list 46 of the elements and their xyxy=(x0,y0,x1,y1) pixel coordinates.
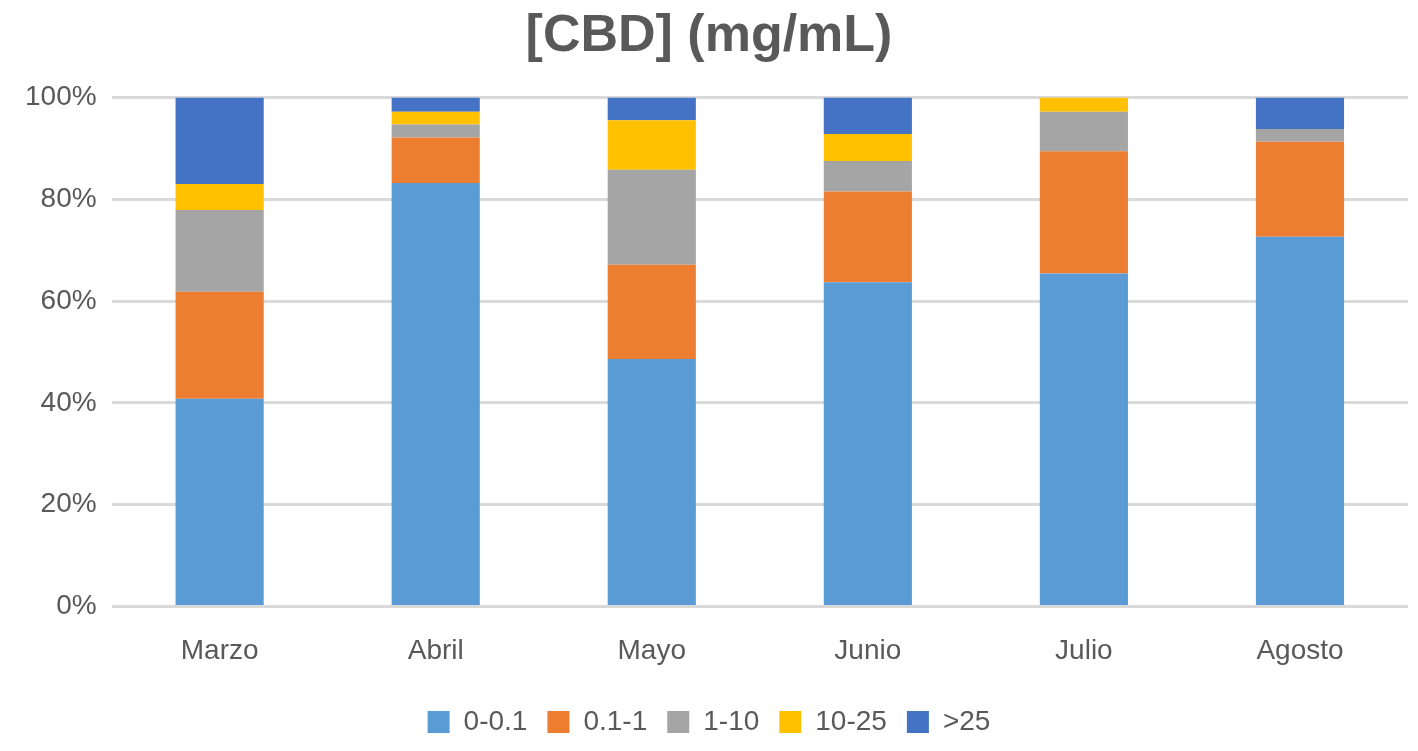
x-tick-label: Abril xyxy=(407,633,464,665)
x-tick-label: Marzo xyxy=(180,633,259,665)
bar xyxy=(1039,111,1128,152)
bar xyxy=(391,111,480,125)
bar xyxy=(823,134,912,162)
y-tick-label: 0% xyxy=(56,589,97,621)
x-tick-label: Mayo xyxy=(617,633,687,665)
bar xyxy=(607,359,696,605)
legend-label: 1-10 xyxy=(703,704,760,736)
x-tick-label: Junio xyxy=(834,633,902,665)
y-tick-label: 80% xyxy=(40,181,97,213)
bar xyxy=(391,182,480,605)
y-tick-label: 20% xyxy=(40,487,97,519)
bar xyxy=(823,161,912,192)
bar xyxy=(175,183,264,210)
x-tick-label: Julio xyxy=(1055,633,1113,665)
y-tick-label: 100% xyxy=(24,80,97,112)
legend-label: 10-25 xyxy=(815,704,887,736)
bar xyxy=(607,264,696,360)
legend-label: 0.1-1 xyxy=(583,704,648,736)
bar xyxy=(607,97,696,121)
bar xyxy=(1255,236,1345,605)
bar xyxy=(391,137,480,183)
x-tick-label: Agosto xyxy=(1256,633,1344,665)
bar xyxy=(175,209,264,292)
bar xyxy=(1039,273,1128,605)
bar xyxy=(391,97,480,112)
bar xyxy=(823,97,912,135)
bar xyxy=(175,398,264,605)
bar xyxy=(175,291,264,399)
bar xyxy=(1255,128,1345,142)
bar xyxy=(1255,97,1345,129)
bar xyxy=(1039,151,1128,274)
y-tick-label: 60% xyxy=(40,283,97,315)
y-tick-label: 40% xyxy=(40,385,97,417)
bar xyxy=(1255,141,1345,237)
bar xyxy=(1039,97,1128,112)
bar xyxy=(607,120,696,170)
bar xyxy=(823,282,912,605)
bar xyxy=(823,191,912,283)
bar xyxy=(391,124,480,138)
legend-label: >25 xyxy=(942,704,991,736)
bar xyxy=(175,97,264,184)
chart-title: [CBD] (mg/mL) xyxy=(525,3,893,62)
bar xyxy=(607,169,696,265)
legend-label: 0-0.1 xyxy=(463,704,528,736)
